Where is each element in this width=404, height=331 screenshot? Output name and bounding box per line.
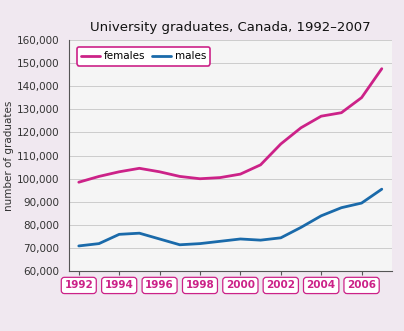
males [76,244,81,248]
males [177,243,182,247]
Title: University graduates, Canada, 1992–2007: University graduates, Canada, 1992–2007 [90,22,370,34]
males [258,238,263,242]
males [97,242,101,246]
males [339,206,344,210]
males [157,237,162,241]
males [137,231,142,235]
males [379,187,384,191]
Line: females: females [79,69,382,182]
females [157,170,162,174]
females [97,174,101,178]
males [319,214,324,218]
males [359,201,364,205]
females [238,172,243,176]
females [359,96,364,100]
females [339,111,344,115]
females [258,163,263,167]
females [278,142,283,146]
females [137,166,142,170]
males [117,232,122,236]
females [177,174,182,178]
males [218,239,223,243]
females [379,67,384,71]
males [198,242,202,246]
females [117,170,122,174]
males [238,237,243,241]
females [299,126,303,130]
females [76,180,81,184]
Legend: females, males: females, males [77,47,210,66]
Line: males: males [79,189,382,246]
females [198,177,202,181]
males [278,236,283,240]
males [299,225,303,229]
Y-axis label: number of graduates: number of graduates [4,100,14,211]
females [218,175,223,179]
females [319,114,324,118]
